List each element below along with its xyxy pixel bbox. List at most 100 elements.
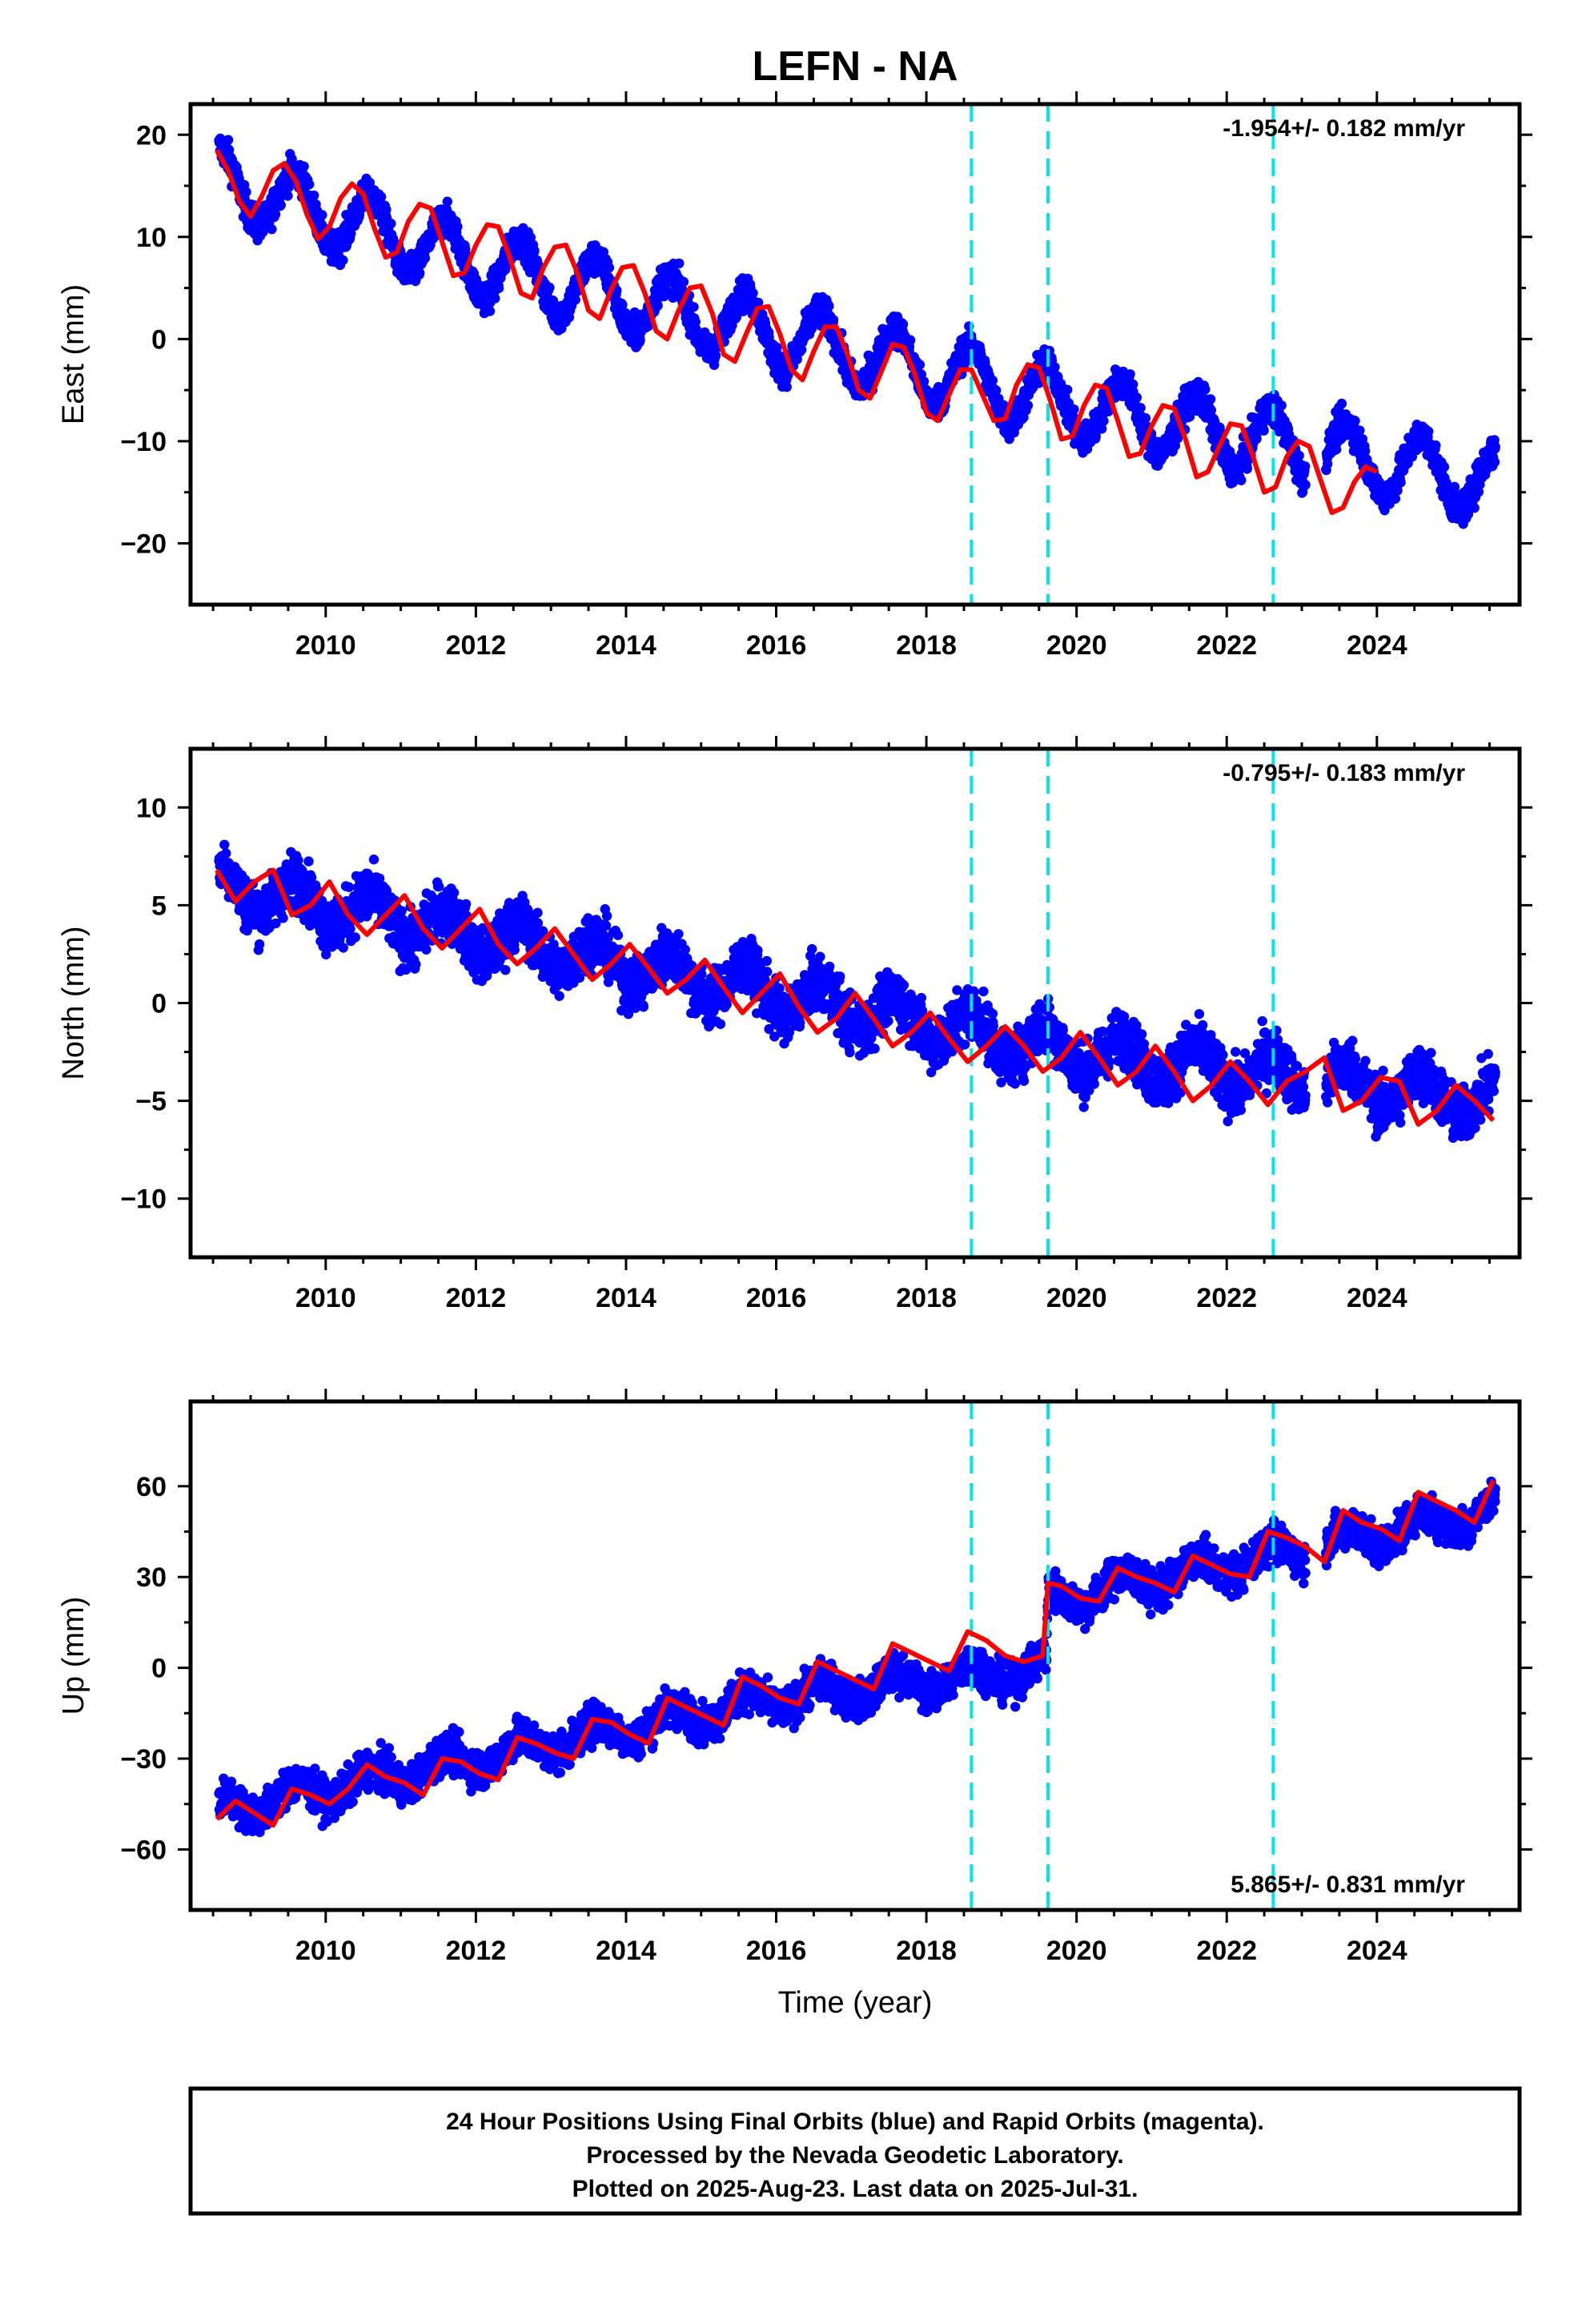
- data-point: [304, 179, 315, 190]
- data-point: [824, 301, 834, 312]
- data-point: [1449, 481, 1460, 493]
- data-point: [350, 932, 360, 943]
- data-point: [991, 385, 1002, 396]
- data-point: [299, 161, 309, 171]
- data-point: [643, 321, 653, 332]
- data-point: [1200, 384, 1211, 395]
- data-point: [293, 855, 303, 866]
- data-point: [1251, 433, 1262, 444]
- data-point: [1242, 464, 1252, 474]
- data-point: [270, 209, 281, 219]
- data-point: [781, 382, 792, 392]
- data-point: [1489, 456, 1500, 468]
- data-point: [604, 263, 615, 273]
- data-point: [987, 375, 998, 386]
- data-point: [1463, 509, 1474, 520]
- data-point: [1359, 446, 1371, 456]
- data-point: [1050, 362, 1060, 372]
- data-point: [635, 335, 645, 346]
- data-point: [267, 224, 277, 235]
- data-point: [1300, 480, 1311, 490]
- x-tick-label: 2014: [596, 630, 656, 661]
- data-point: [338, 255, 348, 266]
- plot-frame: [188, 102, 1522, 607]
- data-point: [241, 187, 251, 197]
- data-point: [1022, 400, 1034, 411]
- data-point: [1131, 392, 1142, 403]
- data-point: [905, 335, 916, 345]
- data-point: [1294, 450, 1304, 461]
- data-point: [375, 191, 387, 202]
- data-point: [1205, 394, 1216, 404]
- data-point: [772, 342, 782, 353]
- data-point: [1098, 416, 1109, 426]
- data-point: [442, 196, 452, 207]
- data-point: [421, 944, 432, 955]
- data-point: [275, 199, 286, 211]
- data-point: [434, 881, 444, 892]
- data-point: [223, 135, 234, 145]
- model-curve: [215, 148, 1379, 516]
- data-point: [321, 949, 331, 960]
- data-point: [1172, 433, 1183, 444]
- data-point: [1206, 404, 1217, 416]
- x-tick-label: 2020: [1046, 630, 1107, 661]
- data-point: [254, 939, 265, 950]
- data-point: [490, 293, 500, 304]
- y-tick-label: −10: [120, 427, 167, 457]
- data-point: [1068, 412, 1078, 422]
- data-point: [1140, 412, 1151, 424]
- data-point: [1490, 441, 1500, 452]
- data-point: [484, 306, 496, 316]
- data-point: [381, 204, 391, 215]
- data-point: [1062, 384, 1073, 395]
- data-point: [420, 253, 431, 263]
- data-point: [500, 965, 511, 975]
- x-tick-label: 2016: [746, 630, 807, 661]
- data-point: [689, 302, 699, 312]
- data-point: [570, 295, 580, 305]
- data-point: [1300, 461, 1311, 472]
- data-point: [652, 300, 663, 311]
- y-axis-label: East (mm): [57, 284, 90, 424]
- x-tick-label: 2022: [1196, 630, 1257, 661]
- data-point: [1227, 477, 1239, 488]
- north-panel: 2010 2012 2014 2016 2018 2020 2022 20241050−5−1…: [57, 736, 1532, 1313]
- data-point: [1128, 379, 1138, 390]
- data-point: [411, 959, 421, 970]
- data-point: [544, 282, 555, 293]
- data-point: [797, 344, 807, 355]
- data-point: [914, 360, 926, 370]
- data-point: [1390, 493, 1401, 504]
- data-point: [1069, 404, 1079, 415]
- rate-label: -1.954+/- 0.182 mm/yr: [1223, 115, 1465, 142]
- east-panel: 2010 2012 2014 2016 2018 2020 2022 202420100−10…: [57, 91, 1532, 661]
- data-point: [343, 882, 355, 892]
- data-point: [338, 943, 348, 953]
- data-point: [1125, 369, 1135, 380]
- data-point: [1135, 403, 1146, 413]
- data-point: [525, 232, 536, 243]
- data-point: [529, 245, 540, 256]
- data-point: [1336, 398, 1347, 409]
- data-point: [283, 191, 293, 201]
- y-tick-label: 10: [136, 223, 167, 253]
- data-point: [242, 925, 252, 936]
- data-point: [415, 267, 425, 278]
- y-tick-label: 20: [136, 120, 167, 151]
- data-point: [674, 258, 685, 269]
- data-point: [828, 315, 839, 325]
- data-point: [710, 350, 721, 361]
- data-point: [345, 923, 355, 935]
- data-point: [1276, 400, 1287, 411]
- data-point: [1431, 440, 1441, 451]
- data-point: [317, 210, 327, 220]
- data-point: [271, 918, 281, 929]
- data-point: [221, 848, 231, 858]
- data-point: [309, 190, 319, 201]
- data-point: [1259, 425, 1269, 436]
- data-point: [1439, 461, 1450, 472]
- data-point: [306, 872, 317, 883]
- data-point: [1423, 426, 1434, 436]
